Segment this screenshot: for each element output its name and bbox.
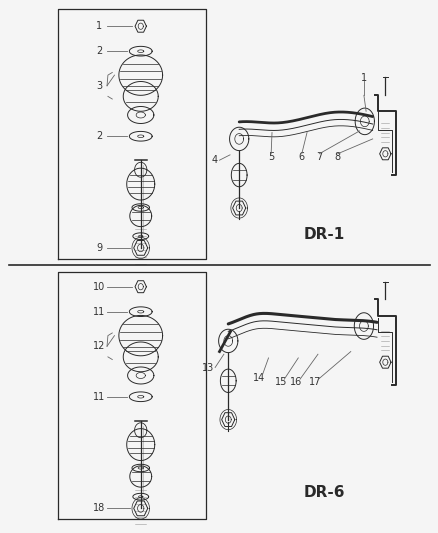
Text: 1: 1 bbox=[96, 21, 102, 31]
Text: 17: 17 bbox=[308, 377, 320, 387]
Text: 14: 14 bbox=[252, 373, 265, 383]
Text: DR-6: DR-6 bbox=[303, 485, 345, 500]
Text: 5: 5 bbox=[268, 152, 274, 162]
Text: 7: 7 bbox=[315, 152, 321, 162]
Text: 9: 9 bbox=[96, 243, 102, 253]
Text: 18: 18 bbox=[93, 503, 105, 513]
Text: 13: 13 bbox=[202, 362, 214, 373]
Text: 3: 3 bbox=[96, 81, 102, 91]
Text: 1: 1 bbox=[360, 73, 366, 83]
Text: 8: 8 bbox=[334, 152, 340, 162]
Text: 2: 2 bbox=[96, 131, 102, 141]
Text: 6: 6 bbox=[298, 152, 304, 162]
Text: 11: 11 bbox=[93, 392, 105, 402]
Text: 10: 10 bbox=[93, 282, 105, 292]
Text: 15: 15 bbox=[274, 377, 286, 387]
Text: DR-1: DR-1 bbox=[303, 227, 344, 242]
Text: 12: 12 bbox=[93, 341, 105, 351]
Text: 16: 16 bbox=[290, 377, 302, 387]
Text: 2: 2 bbox=[96, 46, 102, 56]
Text: 4: 4 bbox=[212, 155, 218, 165]
Text: 11: 11 bbox=[93, 306, 105, 317]
